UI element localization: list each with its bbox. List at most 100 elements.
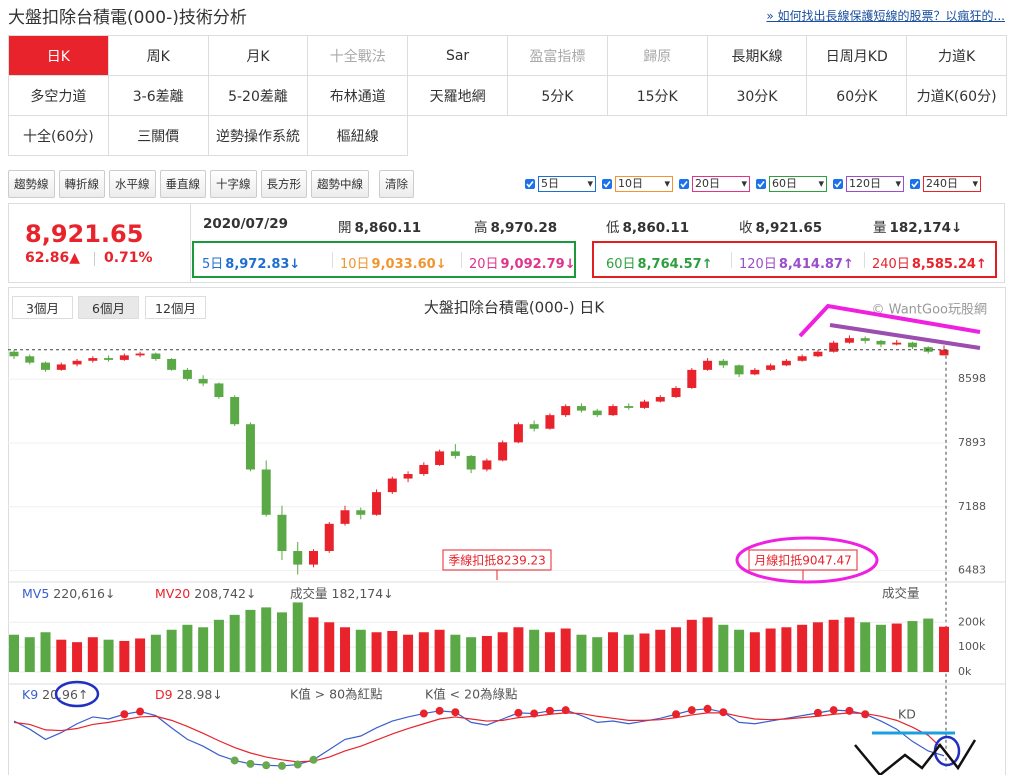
volume-bar: [87, 637, 98, 672]
legend-entry: MV20 208,742↓: [155, 586, 256, 601]
tab[interactable]: 長期K線: [707, 36, 808, 76]
candle-body: [340, 510, 350, 524]
kd-dot: [687, 706, 696, 715]
candle-body: [907, 342, 917, 348]
tab[interactable]: 多空力道: [9, 76, 109, 116]
kd-dot: [545, 706, 554, 715]
tab[interactable]: 三關價: [108, 116, 209, 156]
legend-value: 28.98↓: [177, 687, 223, 702]
volume-bar: [56, 639, 67, 672]
quote-value: 8,921.65: [755, 220, 823, 236]
ma-label: 240日: [872, 257, 910, 272]
quote-value: 8,860.11: [622, 220, 690, 236]
ma-select[interactable]: 20日: [692, 176, 750, 192]
checkbox[interactable]: [910, 179, 920, 189]
kd-dot: [561, 706, 570, 715]
tab[interactable]: 周K: [108, 36, 209, 76]
clear-button[interactable]: 清除: [379, 170, 414, 198]
ma-label: 5日: [202, 257, 224, 272]
candle-body: [25, 356, 35, 363]
tab[interactable]: 天羅地網: [408, 76, 508, 116]
checkbox[interactable]: [525, 179, 535, 189]
candle-body: [513, 424, 523, 443]
ma-select[interactable]: 240日: [923, 176, 981, 192]
kd-dot: [813, 708, 822, 717]
long-ma-box: [592, 241, 997, 278]
separator: [731, 252, 732, 268]
tab[interactable]: 逆勢操作系統: [208, 116, 309, 156]
volume-bar: [828, 619, 839, 672]
tool-button[interactable]: 轉折線: [58, 170, 105, 198]
annotation: 月線扣抵9047.47: [754, 553, 852, 568]
period-button[interactable]: 6個月: [78, 296, 139, 319]
volume-bar: [749, 632, 760, 672]
volume-bar: [529, 629, 540, 672]
candle-body: [293, 551, 303, 565]
quote-label: 開: [338, 220, 352, 236]
kd-dot: [293, 760, 302, 769]
tab-grid: 日K 周K 月K 十全戰法 Sar 盈富指標 歸原 長期K線 日周月KD 力道K 多空力道 3-6差離…: [8, 35, 1007, 156]
tab[interactable]: 十全(60分): [9, 116, 109, 156]
tab[interactable]: 5分K: [508, 76, 608, 116]
y-tick-label: 7188: [958, 500, 986, 513]
tool-button[interactable]: 長方形: [260, 170, 307, 198]
candle-body: [482, 460, 492, 470]
volume-bar: [276, 612, 287, 672]
tool-button[interactable]: 水平線: [109, 170, 156, 198]
tab[interactable]: Sar: [408, 36, 508, 76]
kd-dot: [703, 704, 712, 713]
ma-number: 8,764.57↑: [637, 257, 713, 272]
separator: [332, 252, 333, 268]
y-tick-label: 100k: [958, 640, 986, 653]
candle-body: [734, 365, 744, 375]
period-button[interactable]: 12個月: [145, 296, 206, 319]
candle-body: [766, 365, 776, 370]
legend-entry: MV5 220,616↓: [22, 586, 115, 601]
candle-body: [308, 551, 318, 565]
legend-value: 220,616↓: [53, 586, 115, 601]
tab[interactable]: 60分K: [807, 76, 908, 116]
kd-dot: [419, 709, 428, 718]
ma-select[interactable]: 60日: [769, 176, 827, 192]
tab[interactable]: 力道K(60分): [907, 76, 1007, 116]
ma-value: 60日 8,764.57↑: [606, 253, 713, 272]
tab[interactable]: 5-20差離: [208, 76, 309, 116]
ma-value: 5日 8,972.83↓: [202, 253, 300, 272]
ma-option: 5日: [525, 176, 596, 192]
article-link[interactable]: » 如何找出長線保護短線的股票？以瘋狂的...: [766, 9, 1005, 23]
volume-bar: [497, 632, 508, 672]
volume-bar: [403, 634, 414, 672]
tab[interactable]: 30分K: [707, 76, 808, 116]
tool-button[interactable]: 趨勢中線: [311, 170, 369, 198]
ma-select[interactable]: 120日: [846, 176, 904, 192]
chart-title: 大盤扣除台積電(000-) 日K: [424, 299, 606, 317]
candle-body: [860, 338, 870, 341]
period-button[interactable]: 3個月: [12, 296, 73, 319]
tab[interactable]: 日周月KD: [807, 36, 908, 76]
tab[interactable]: 月K: [208, 36, 309, 76]
checkbox[interactable]: [756, 179, 766, 189]
checkbox[interactable]: [602, 179, 612, 189]
annotation: 季線扣抵8239.23: [448, 553, 546, 568]
candle-body: [844, 338, 854, 343]
tab[interactable]: 歸原: [607, 36, 708, 76]
tab[interactable]: 盈富指標: [508, 36, 608, 76]
tab[interactable]: 日K: [9, 36, 109, 76]
tab[interactable]: 十全戰法: [308, 36, 409, 76]
ma-select[interactable]: 10日: [615, 176, 673, 192]
axis-title: KD: [898, 707, 916, 722]
tool-button[interactable]: 十字線: [210, 170, 257, 198]
checkbox[interactable]: [679, 179, 689, 189]
tab[interactable]: 15分K: [607, 76, 708, 116]
tool-button[interactable]: 垂直線: [159, 170, 206, 198]
tool-button[interactable]: 趨勢線: [8, 170, 55, 198]
tab[interactable]: 力道K: [907, 36, 1007, 76]
tab[interactable]: 樞紐線: [308, 116, 409, 156]
ma-select[interactable]: 5日: [538, 176, 596, 192]
checkbox[interactable]: [833, 179, 843, 189]
volume-bar: [592, 637, 603, 672]
legend-name: 成交量: [290, 586, 328, 601]
tab[interactable]: 布林通道: [308, 76, 409, 116]
volume-bar: [229, 614, 240, 672]
tab[interactable]: 3-6差離: [108, 76, 209, 116]
